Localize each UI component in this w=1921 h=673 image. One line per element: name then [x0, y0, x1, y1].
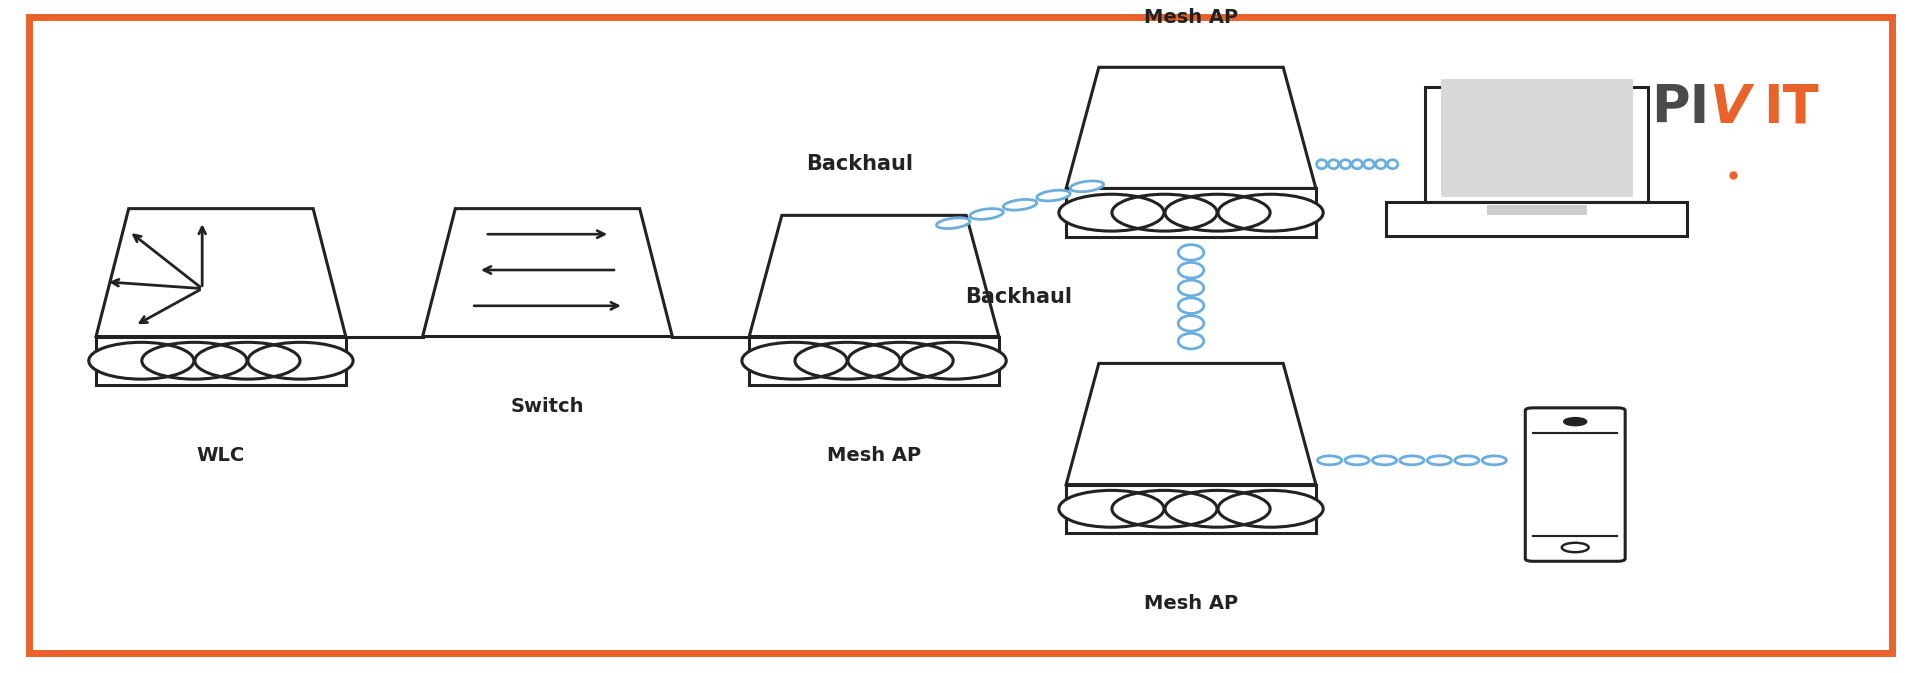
Circle shape: [901, 343, 1007, 379]
Polygon shape: [423, 209, 672, 336]
Circle shape: [742, 343, 847, 379]
Circle shape: [1218, 491, 1324, 527]
Ellipse shape: [970, 209, 1003, 219]
FancyBboxPatch shape: [1487, 205, 1587, 215]
Ellipse shape: [937, 218, 970, 229]
Text: PI: PI: [1652, 81, 1710, 134]
Ellipse shape: [1178, 333, 1204, 349]
Text: IT: IT: [1763, 81, 1819, 134]
Circle shape: [194, 343, 300, 379]
Polygon shape: [749, 215, 999, 336]
FancyBboxPatch shape: [1387, 202, 1687, 236]
FancyBboxPatch shape: [1525, 408, 1625, 561]
Text: Backhaul: Backhaul: [807, 154, 912, 174]
Ellipse shape: [1483, 456, 1506, 465]
Text: Mesh AP: Mesh AP: [828, 446, 920, 464]
Ellipse shape: [1364, 160, 1374, 169]
Text: V: V: [1710, 81, 1750, 134]
FancyBboxPatch shape: [749, 336, 999, 385]
Ellipse shape: [1003, 199, 1037, 210]
Ellipse shape: [1178, 298, 1204, 314]
Circle shape: [1112, 491, 1218, 527]
Ellipse shape: [1345, 456, 1370, 465]
Ellipse shape: [1454, 456, 1479, 465]
Ellipse shape: [1400, 456, 1423, 465]
Circle shape: [88, 343, 194, 379]
FancyBboxPatch shape: [1066, 485, 1316, 533]
Circle shape: [142, 343, 248, 379]
FancyBboxPatch shape: [1441, 79, 1633, 197]
Text: WLC: WLC: [196, 446, 246, 464]
Ellipse shape: [1178, 262, 1204, 278]
Polygon shape: [1066, 363, 1316, 485]
Circle shape: [847, 343, 953, 379]
Ellipse shape: [1178, 280, 1204, 295]
Ellipse shape: [1352, 160, 1362, 169]
Circle shape: [1218, 194, 1324, 231]
Ellipse shape: [1178, 245, 1204, 260]
Circle shape: [1164, 491, 1270, 527]
Circle shape: [1164, 194, 1270, 231]
Ellipse shape: [1070, 181, 1103, 192]
FancyBboxPatch shape: [96, 336, 346, 385]
Ellipse shape: [1329, 160, 1339, 169]
Circle shape: [1058, 194, 1164, 231]
FancyBboxPatch shape: [1066, 188, 1316, 237]
Ellipse shape: [1178, 316, 1204, 331]
Ellipse shape: [1387, 160, 1398, 169]
Ellipse shape: [1316, 160, 1327, 169]
Circle shape: [1058, 491, 1164, 527]
Polygon shape: [1425, 87, 1648, 202]
Ellipse shape: [1341, 160, 1350, 169]
Ellipse shape: [1375, 160, 1385, 169]
Circle shape: [1564, 417, 1587, 426]
Text: Mesh AP: Mesh AP: [1145, 594, 1237, 612]
Ellipse shape: [1427, 456, 1452, 465]
Circle shape: [795, 343, 901, 379]
Ellipse shape: [1372, 456, 1397, 465]
Circle shape: [248, 343, 353, 379]
Polygon shape: [1066, 67, 1316, 188]
Text: Mesh AP: Mesh AP: [1145, 8, 1237, 27]
Polygon shape: [96, 209, 346, 336]
Ellipse shape: [1318, 456, 1341, 465]
Ellipse shape: [1037, 190, 1070, 201]
Text: Switch: Switch: [511, 397, 584, 416]
Text: Backhaul: Backhaul: [964, 287, 1072, 307]
Circle shape: [1112, 194, 1218, 231]
